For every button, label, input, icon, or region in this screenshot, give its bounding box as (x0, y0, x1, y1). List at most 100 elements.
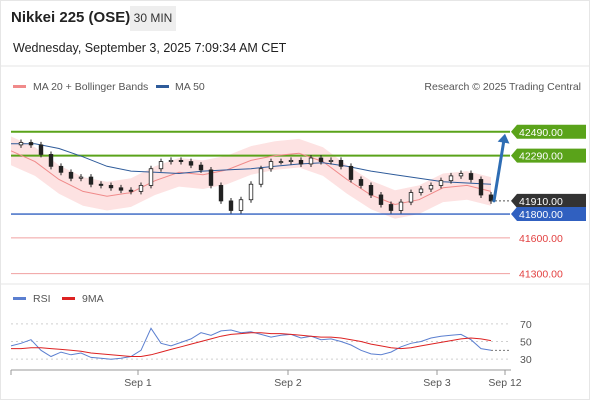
candle-body (438, 180, 444, 186)
candle-body (98, 183, 104, 186)
candle-body (218, 185, 224, 202)
candle-body (288, 159, 294, 162)
candle (278, 158, 284, 165)
candle (368, 182, 374, 198)
candle (458, 170, 464, 179)
candle (168, 157, 174, 165)
candle-body (428, 185, 434, 190)
candle-body (158, 161, 164, 170)
price-label-target-4: 41600.00 (519, 233, 563, 245)
forecast-arrow-shaft (492, 141, 506, 203)
candle-body (118, 187, 124, 191)
rsi-ma-line (11, 332, 492, 357)
price-label-text-4: 41600.00 (519, 233, 563, 245)
candle (198, 162, 204, 173)
price-label-support-3: 41800.00 (511, 207, 586, 222)
ma20-legend-swatch (13, 85, 26, 88)
rsi-ma-legend-label: 9MA (82, 293, 104, 305)
candle-body (148, 168, 154, 186)
price-label-text-5: 41300.00 (519, 269, 563, 281)
candle (268, 158, 274, 172)
price-label-resistance-0: 42490.00 (511, 124, 586, 139)
candle (378, 191, 384, 208)
candle-body (468, 173, 474, 180)
candle (338, 157, 344, 170)
candle (88, 174, 94, 188)
candle (418, 186, 424, 196)
candle-body (388, 204, 394, 211)
price-label-box-1 (511, 148, 586, 163)
candle-body (488, 194, 494, 202)
candle (98, 181, 104, 189)
candle-body (178, 159, 184, 162)
candle-body (48, 154, 54, 167)
candle-body (68, 171, 74, 179)
timestamp: Wednesday, September 3, 2025 7:09:34 AM … (13, 41, 287, 55)
candle-body (448, 175, 454, 182)
candle-body (368, 185, 374, 196)
title-bar: Nikkei 225 (OSE) 30 MIN (0, 0, 590, 34)
candle (158, 158, 164, 172)
candle (38, 141, 44, 158)
x-tick-label: Sep 12 (488, 377, 521, 389)
candle (178, 157, 184, 165)
ma20-legend-label: MA 20 + Bollinger Bands (33, 81, 148, 93)
candle-body (128, 189, 134, 192)
candle (148, 165, 154, 189)
candle (18, 139, 24, 148)
candle (308, 155, 314, 167)
candle (328, 157, 334, 165)
price-label-current-2: 41910.00 (511, 193, 586, 208)
candle-body (268, 161, 274, 170)
rsi-tick-label: 30 (520, 354, 532, 366)
price-label-text-1: 42290.00 (519, 151, 563, 163)
candle (118, 184, 124, 194)
candle-body (188, 161, 194, 166)
ma50-legend-swatch (156, 85, 169, 88)
candle-body (258, 168, 264, 185)
price-label-box-0 (511, 124, 586, 139)
price-label-text-0: 42490.00 (519, 127, 563, 139)
rsi-tick-label: 50 (520, 337, 532, 349)
candle-body (78, 176, 84, 179)
rsi-line (10, 327, 492, 360)
x-tick-label: Sep 2 (274, 377, 302, 389)
candle-body (58, 165, 64, 173)
rsi-legend-label: RSI (33, 293, 51, 305)
candle (218, 182, 224, 204)
rsi-ma-legend-swatch (62, 297, 75, 300)
candle-body (28, 142, 34, 146)
candle-body (358, 179, 364, 186)
candle (208, 166, 214, 189)
candle (188, 158, 194, 169)
candle (468, 170, 474, 183)
candle (238, 196, 244, 214)
candle (438, 177, 444, 189)
candle (128, 187, 134, 195)
candle-body (458, 173, 464, 177)
candle (358, 176, 364, 189)
candle-body (208, 169, 214, 186)
candle-body (378, 194, 384, 205)
candle-body (248, 183, 254, 201)
candle (48, 151, 54, 170)
candle-body (278, 161, 284, 163)
candle-body (298, 159, 304, 165)
candle-body (478, 179, 484, 196)
candle-body (168, 159, 174, 162)
x-tick-label: Sep 1 (124, 377, 152, 389)
candle (258, 165, 264, 188)
price-label-text-2: 41910.00 (519, 196, 563, 208)
candle (228, 197, 234, 214)
candle-body (228, 200, 234, 211)
price-label-resistance-1: 42290.00 (511, 148, 586, 163)
candle (478, 176, 484, 198)
candle-body (318, 157, 324, 162)
timeframe-button[interactable]: 30 MIN (130, 6, 176, 31)
candle (318, 155, 324, 165)
instrument-title: Nikkei 225 (OSE) (11, 9, 131, 26)
candle (348, 163, 354, 183)
candle (428, 182, 434, 192)
candle-body (88, 176, 94, 185)
